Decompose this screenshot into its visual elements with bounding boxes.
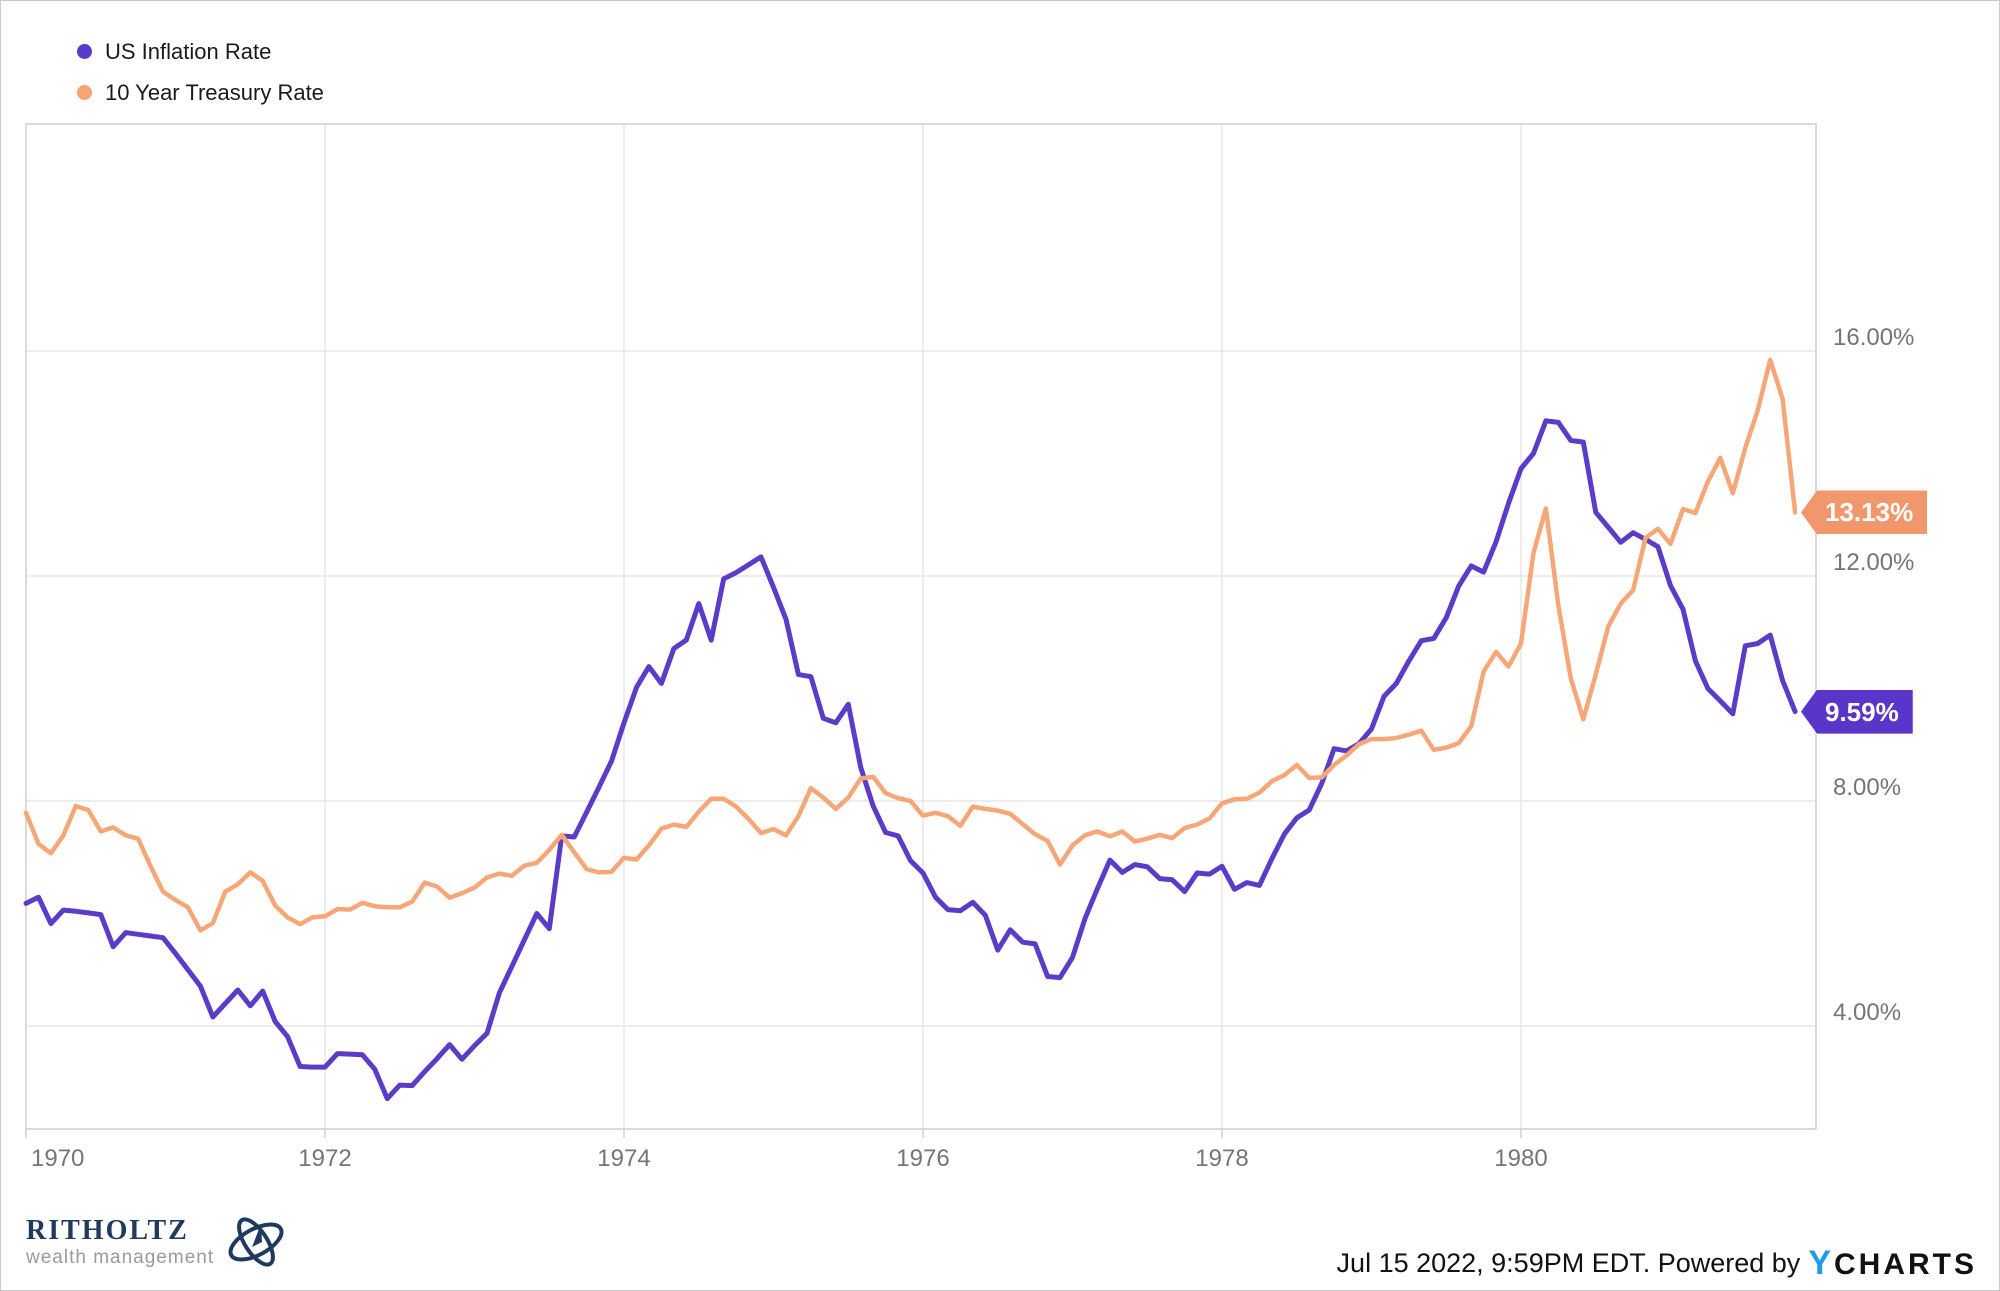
x-tick-label: 1978 [1195, 1145, 1249, 1172]
ycharts-logo[interactable]: YCHARTS [1808, 1244, 1977, 1283]
series-line-1 [23, 357, 1798, 933]
y-tick-label: 8.00% [1833, 774, 1902, 801]
legend-item-label: 10 Year Treasury Rate [105, 79, 324, 105]
treasury-legend-dot-icon [77, 85, 92, 100]
x-tick-label: 1980 [1494, 1145, 1548, 1172]
ritholtz-logo-subtitle: wealth management [26, 1247, 215, 1268]
ritholtz-globe-icon [228, 1217, 284, 1267]
plot-border [25, 123, 1817, 1130]
ycharts-y-glyph: Y [1808, 1244, 1834, 1282]
x-tick-label: 1976 [896, 1145, 950, 1172]
chart-legend: US Inflation Rate 10 Year Treasury Rate [77, 31, 324, 113]
timestamp-text: Jul 15 2022, 9:59PM EDT. Powered by [1336, 1248, 1801, 1278]
x-tick-label: 1970 [31, 1145, 85, 1172]
ycharts-wordmark: CHARTS [1834, 1248, 1977, 1281]
x-tick-label: 1974 [597, 1145, 651, 1172]
y-tick-label: 16.00% [1833, 324, 1915, 351]
y-tick-label: 4.00% [1833, 999, 1902, 1026]
legend-item-us-inflation-rate[interactable]: US Inflation Rate [77, 31, 324, 72]
inflation-end-value-callout: 9.59% [1801, 689, 1913, 734]
y-tick-label: 12.00% [1833, 549, 1915, 576]
legend-item-label: US Inflation Rate [105, 38, 272, 64]
treasury-end-value-callout: 13.13% [1801, 490, 1928, 535]
ritholtz-logo-name: RITHOLTZ [26, 1215, 189, 1246]
x-tick-label: 1972 [298, 1145, 352, 1172]
series-line-0 [23, 418, 1798, 1102]
ritholtz-logo: RITHOLTZ wealth management [26, 1211, 288, 1273]
legend-item-10-year-treasury-rate[interactable]: 10 Year Treasury Rate [77, 72, 324, 113]
chart-attribution: Jul 15 2022, 9:59PM EDT. Powered by YCHA… [1337, 1244, 1977, 1283]
us-inflation-legend-dot-icon [77, 44, 92, 59]
